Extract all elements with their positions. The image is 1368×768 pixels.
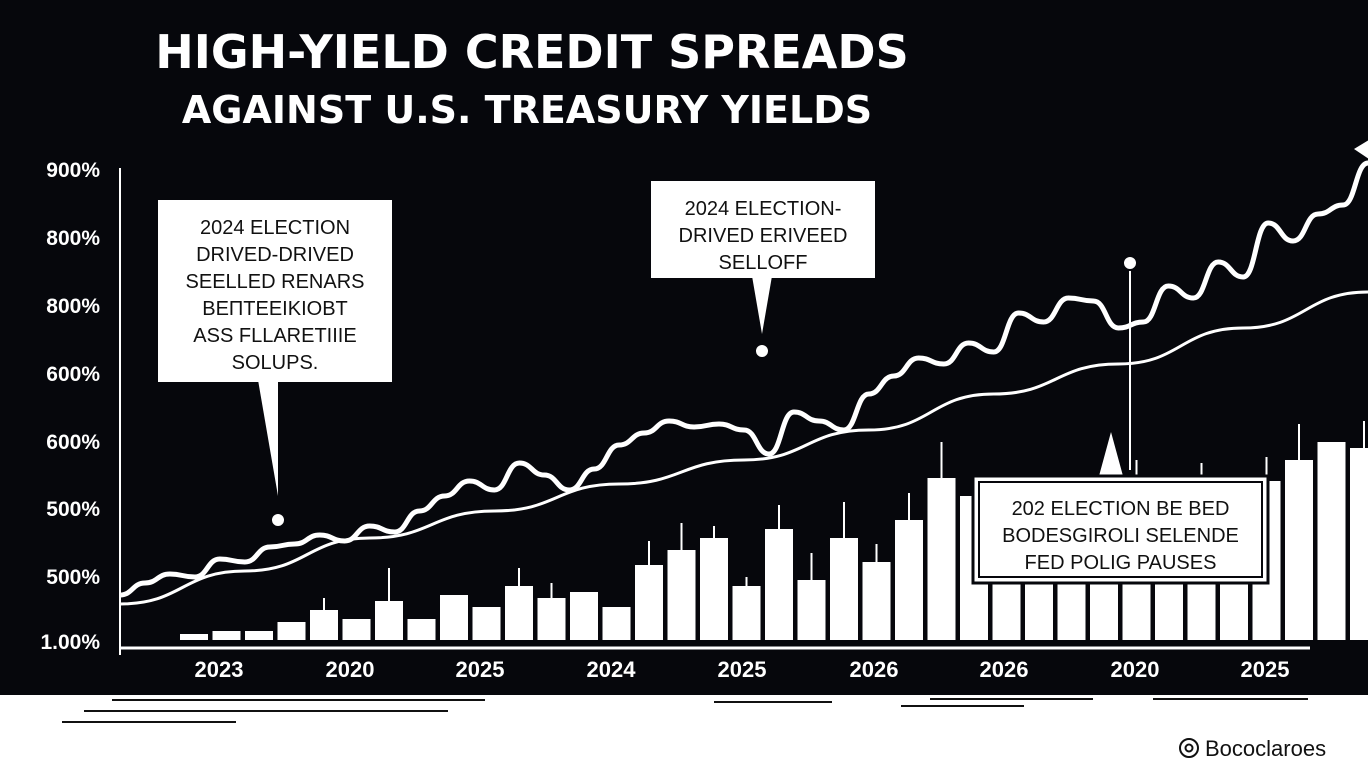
series-lines	[119, 140, 1368, 606]
chart-title: HIGH-YIELD CREDIT SPREADS	[155, 25, 908, 79]
volume-bar	[212, 631, 241, 640]
footer-brand: Bococlaroes	[1205, 736, 1326, 761]
y-tick-label: 600%	[46, 363, 100, 386]
x-tick-label: 2020	[326, 657, 375, 682]
election-selloff-callout: 2024 ELECTION- DRIVED ERIVEED SELLOFF	[651, 181, 875, 359]
volume-bar	[1285, 460, 1313, 640]
footer: Bococlaroes	[62, 698, 1326, 761]
callout-text-line: BODESGIROLI SELENDE	[1002, 525, 1239, 547]
volume-bar	[505, 586, 533, 640]
x-tick-label: 2024	[587, 657, 637, 682]
y-tick-label: 800%	[46, 227, 100, 250]
volume-bar	[180, 634, 208, 640]
volume-bar	[862, 562, 891, 640]
callout-text-line: FED POLIG PAUSES	[1025, 552, 1217, 574]
volume-bar	[765, 529, 793, 640]
chart-subtitle: AGAINST U.S. TREASURY YIELDS	[182, 88, 872, 132]
x-tick-label: 2026	[850, 657, 899, 682]
treasury-yield-line	[119, 290, 1368, 606]
callout-text-line: ASS FLLARETIIIE	[193, 325, 356, 347]
volume-bar	[277, 622, 306, 640]
callout-box	[971, 474, 1270, 585]
callout-text-line: DRIVED ERIVEED	[679, 225, 848, 247]
volume-bar	[635, 565, 663, 640]
volume-bar	[732, 586, 761, 640]
volume-bar	[830, 538, 858, 640]
callout-box	[651, 181, 875, 278]
trend-arrow-head	[1354, 140, 1368, 159]
x-tick-label: 2023	[195, 657, 244, 682]
callout-marker	[1122, 255, 1138, 271]
y-tick-label: 800%	[46, 295, 100, 318]
volume-bar	[895, 520, 923, 640]
y-tick-label: 500%	[46, 498, 100, 521]
fed-policy-pause-annotation: 202 ELECTION BE BED BODESGIROLI SELENDE FE…	[971, 255, 1270, 585]
volume-bar	[342, 619, 371, 640]
x-tick-label: 2025	[718, 657, 767, 682]
callout-box-border	[978, 481, 1263, 578]
volume-bar	[310, 610, 338, 640]
volume-bar	[602, 607, 631, 640]
callout-text-line: 202 ELECTION BE BED	[1012, 498, 1230, 520]
callout-text-line: DRIVED-DRIVED	[196, 244, 354, 266]
callout-pointer	[1099, 432, 1123, 476]
callout-pointer	[752, 276, 772, 334]
x-tick-label: 2020	[1111, 657, 1160, 682]
volume-bar	[375, 601, 403, 640]
volume-bar	[1317, 442, 1346, 640]
volume-bar	[927, 478, 956, 640]
volume-bar	[667, 550, 696, 640]
callout-box	[158, 200, 392, 382]
callout-text-line: SOLUPS.	[232, 352, 319, 374]
copyright-icon-core	[1184, 743, 1194, 753]
y-tick-label: 600%	[46, 431, 100, 454]
axes	[119, 168, 1310, 655]
callout-marker	[754, 343, 770, 359]
y-tick-label: 900%	[46, 159, 100, 182]
annotations: 2024 ELECTION DRIVED-DRIVED SEELLED RENARS…	[158, 181, 1270, 585]
callout-text-line: SEELLED RENARS	[186, 271, 365, 293]
callout-text-line: BEПTEEIKIOBT	[202, 298, 348, 320]
callout-text-line: 2024 ELECTION	[200, 217, 350, 239]
callout-marker	[270, 512, 286, 528]
callout-pointer	[258, 380, 278, 496]
volume-bar	[1350, 448, 1368, 640]
volume-bar	[472, 607, 501, 640]
volume-bar	[440, 595, 468, 640]
x-tick-label: 2025	[456, 657, 505, 682]
y-tick-label: 500%	[46, 566, 100, 589]
volume-bar	[407, 619, 436, 640]
copyright-icon-ring	[1179, 738, 1199, 758]
volume-bar	[700, 538, 728, 640]
volume-bar	[245, 631, 273, 640]
x-tick-label: 2025	[1241, 657, 1290, 682]
tick-labels: 900% 800% 800% 600% 600% 500% 500% 1.00% 2023 202…	[40, 159, 1289, 682]
election-selloff-annotation: 2024 ELECTION DRIVED-DRIVED SEELLED RENARS…	[158, 200, 392, 528]
credit-spread-line	[119, 160, 1368, 598]
volume-bar	[797, 580, 826, 640]
callout-text-line: SELLOFF	[719, 252, 808, 274]
callout-text-line: 2024 ELECTION-	[685, 198, 842, 220]
volume-bar	[537, 598, 566, 640]
x-tick-label: 2026	[980, 657, 1029, 682]
volume-bar	[570, 592, 598, 640]
copyright-icon	[1179, 738, 1199, 758]
y-tick-label: 1.00%	[40, 631, 100, 654]
